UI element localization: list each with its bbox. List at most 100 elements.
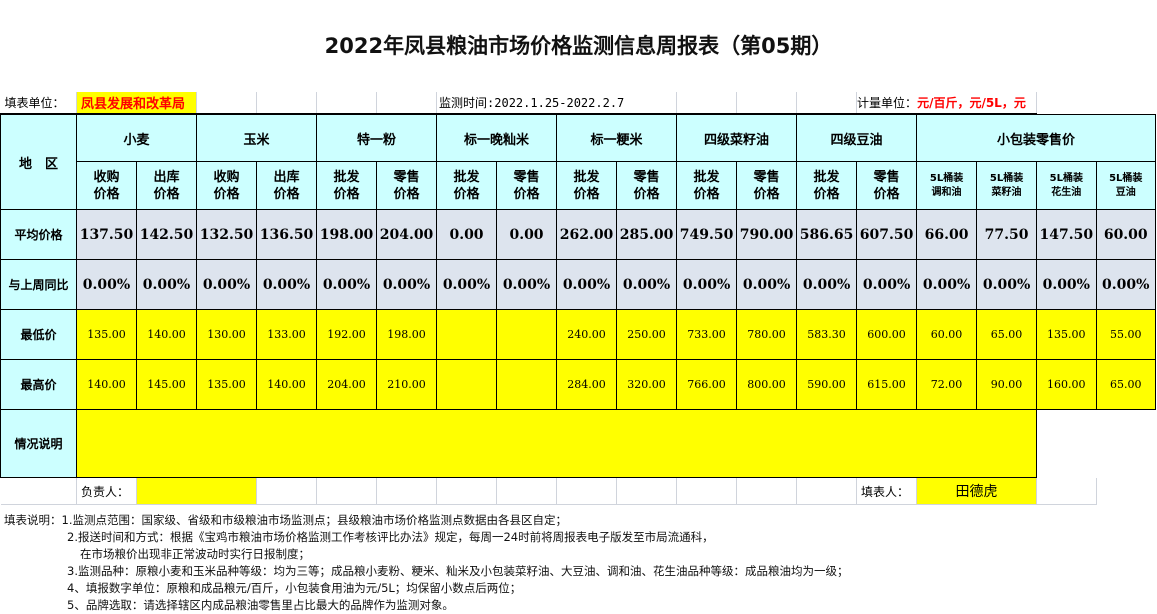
price-cell: 0.00%: [496, 259, 558, 310]
sub-header: 5L桶装 调和油: [916, 161, 978, 210]
empty-cell: [256, 92, 318, 115]
sub-header-line: 花生油: [1051, 186, 1082, 198]
price-cell[interactable]: 583.30: [796, 309, 858, 360]
price-cell[interactable]: 615.00: [856, 359, 918, 410]
price-cell[interactable]: 240.00: [556, 309, 618, 360]
price-cell[interactable]: 140.00: [135, 309, 198, 360]
price-cell[interactable]: 250.00: [616, 309, 678, 360]
price-cell[interactable]: 320.00: [616, 359, 678, 410]
price-cell[interactable]: 135.00: [196, 359, 258, 410]
filler-label: 填表人：: [856, 477, 918, 505]
sub-header-line: 价格: [333, 186, 360, 202]
empty-cell: [496, 477, 558, 505]
price-cell[interactable]: 140.00: [76, 359, 137, 410]
price-cell: 0.00%: [616, 259, 678, 310]
sub-header-line: 批发: [573, 169, 600, 185]
responsible-input[interactable]: [136, 477, 258, 505]
price-cell[interactable]: 204.00: [316, 359, 378, 410]
price-cell[interactable]: 590.00: [796, 359, 858, 410]
sub-header: 零售 价格: [856, 161, 918, 210]
empty-cell: [796, 92, 858, 115]
sub-header-line: 5L桶装: [929, 172, 964, 184]
empty-cell: [0, 477, 77, 505]
price-cell[interactable]: 130.00: [196, 309, 258, 360]
sub-header-line: 批发: [453, 169, 480, 185]
table-row: 与上周同比 0.00% 0.00% 0.00% 0.00% 0.00% 0.00% 0.00%…: [0, 259, 1157, 310]
price-cell[interactable]: [496, 359, 558, 410]
price-cell[interactable]: 766.00: [676, 359, 738, 410]
price-cell[interactable]: 90.00: [976, 359, 1038, 410]
table-row: 平均价格 137.50 142.50 132.50 136.50 198.00 204.00…: [0, 209, 1157, 260]
price-cell: 0.00%: [1095, 259, 1157, 310]
price-cell: 198.00: [316, 209, 378, 260]
sub-header-line: 豆油: [1115, 186, 1136, 198]
price-cell: 0.00%: [436, 259, 498, 310]
unit-value[interactable]: 凤县发展和改革局: [76, 92, 198, 115]
row-label: 最低价: [0, 309, 77, 360]
price-cell[interactable]: 133.00: [256, 309, 318, 360]
empty-cell: [616, 477, 678, 505]
price-cell[interactable]: 140.00: [256, 359, 318, 410]
sub-header-line: 价格: [153, 186, 180, 202]
sub-header: 零售 价格: [736, 161, 798, 210]
price-cell[interactable]: 65.00: [976, 309, 1038, 360]
price-cell: 0.00%: [256, 259, 318, 310]
sub-header-line: 价格: [213, 186, 240, 202]
price-cell[interactable]: 198.00: [376, 309, 438, 360]
unit-label: 填表单位：: [0, 92, 77, 115]
note-line: 2.报送时间和方式：根据《宝鸡市粮油市场价格监测工作考核评比办法》规定，每周一2…: [67, 530, 714, 544]
price-cell[interactable]: 145.00: [135, 359, 198, 410]
sub-header: 零售 价格: [376, 161, 438, 210]
monitor-period: 监测时间:2022.1.25-2022.2.7: [436, 92, 678, 115]
price-cell[interactable]: 600.00: [856, 309, 918, 360]
price-cell: 60.00: [1095, 209, 1157, 260]
price-cell[interactable]: [436, 309, 498, 360]
price-cell[interactable]: 135.00: [76, 309, 137, 360]
empty-cell: [676, 92, 738, 115]
filler-input[interactable]: 田德虎: [916, 477, 1038, 505]
price-cell[interactable]: [496, 309, 558, 360]
price-cell[interactable]: 192.00: [316, 309, 378, 360]
price-cell: 0.00%: [856, 259, 918, 310]
sub-header: 零售 价格: [616, 161, 678, 210]
price-cell: 0.00%: [376, 259, 438, 310]
sub-header-line: 5L桶装: [989, 172, 1024, 184]
price-cell: 0.00%: [556, 259, 618, 310]
sub-header-line: 价格: [453, 186, 480, 202]
price-cell[interactable]: 733.00: [676, 309, 738, 360]
price-cell[interactable]: [436, 359, 498, 410]
price-cell: 0.00: [496, 209, 558, 260]
group-header: 小包装零售价: [916, 113, 1156, 162]
price-cell[interactable]: 72.00: [916, 359, 978, 410]
price-cell[interactable]: 135.00: [1036, 309, 1097, 360]
price-cell: 137.50: [76, 209, 137, 260]
price-cell[interactable]: 284.00: [556, 359, 618, 410]
price-cell: 77.50: [976, 209, 1038, 260]
price-cell[interactable]: 55.00: [1095, 309, 1157, 360]
price-cell[interactable]: 780.00: [736, 309, 798, 360]
sub-header: 批发 价格: [436, 161, 498, 210]
situation-input[interactable]: [75, 409, 1038, 478]
price-cell[interactable]: 160.00: [1036, 359, 1097, 410]
row-label: 最高价: [0, 359, 77, 410]
price-cell: 790.00: [736, 209, 798, 260]
price-cell[interactable]: 800.00: [736, 359, 798, 410]
price-cell: 0.00%: [1036, 259, 1097, 310]
sub-header: 批发 价格: [676, 161, 738, 210]
page-title: 2022年凤县粮油市场价格监测信息周报表（第05期）: [324, 34, 833, 58]
sub-header-line: 价格: [753, 186, 780, 202]
empty-cell: [1036, 477, 1097, 505]
price-cell[interactable]: 60.00: [916, 309, 978, 360]
sub-header: 出库 价格: [135, 161, 198, 210]
sub-header-line: 批发: [333, 169, 360, 185]
empty-cell: [556, 477, 618, 505]
empty-cell: [316, 92, 378, 115]
sub-header-line: 批发: [813, 169, 840, 185]
price-cell: 0.00%: [736, 259, 798, 310]
group-header: 玉米: [196, 113, 318, 162]
sub-header-line: 价格: [393, 186, 420, 202]
price-cell[interactable]: 210.00: [376, 359, 438, 410]
sub-header-line: 价格: [633, 186, 660, 202]
sub-header: 5L桶装 花生油: [1036, 161, 1097, 210]
price-cell[interactable]: 65.00: [1095, 359, 1157, 410]
